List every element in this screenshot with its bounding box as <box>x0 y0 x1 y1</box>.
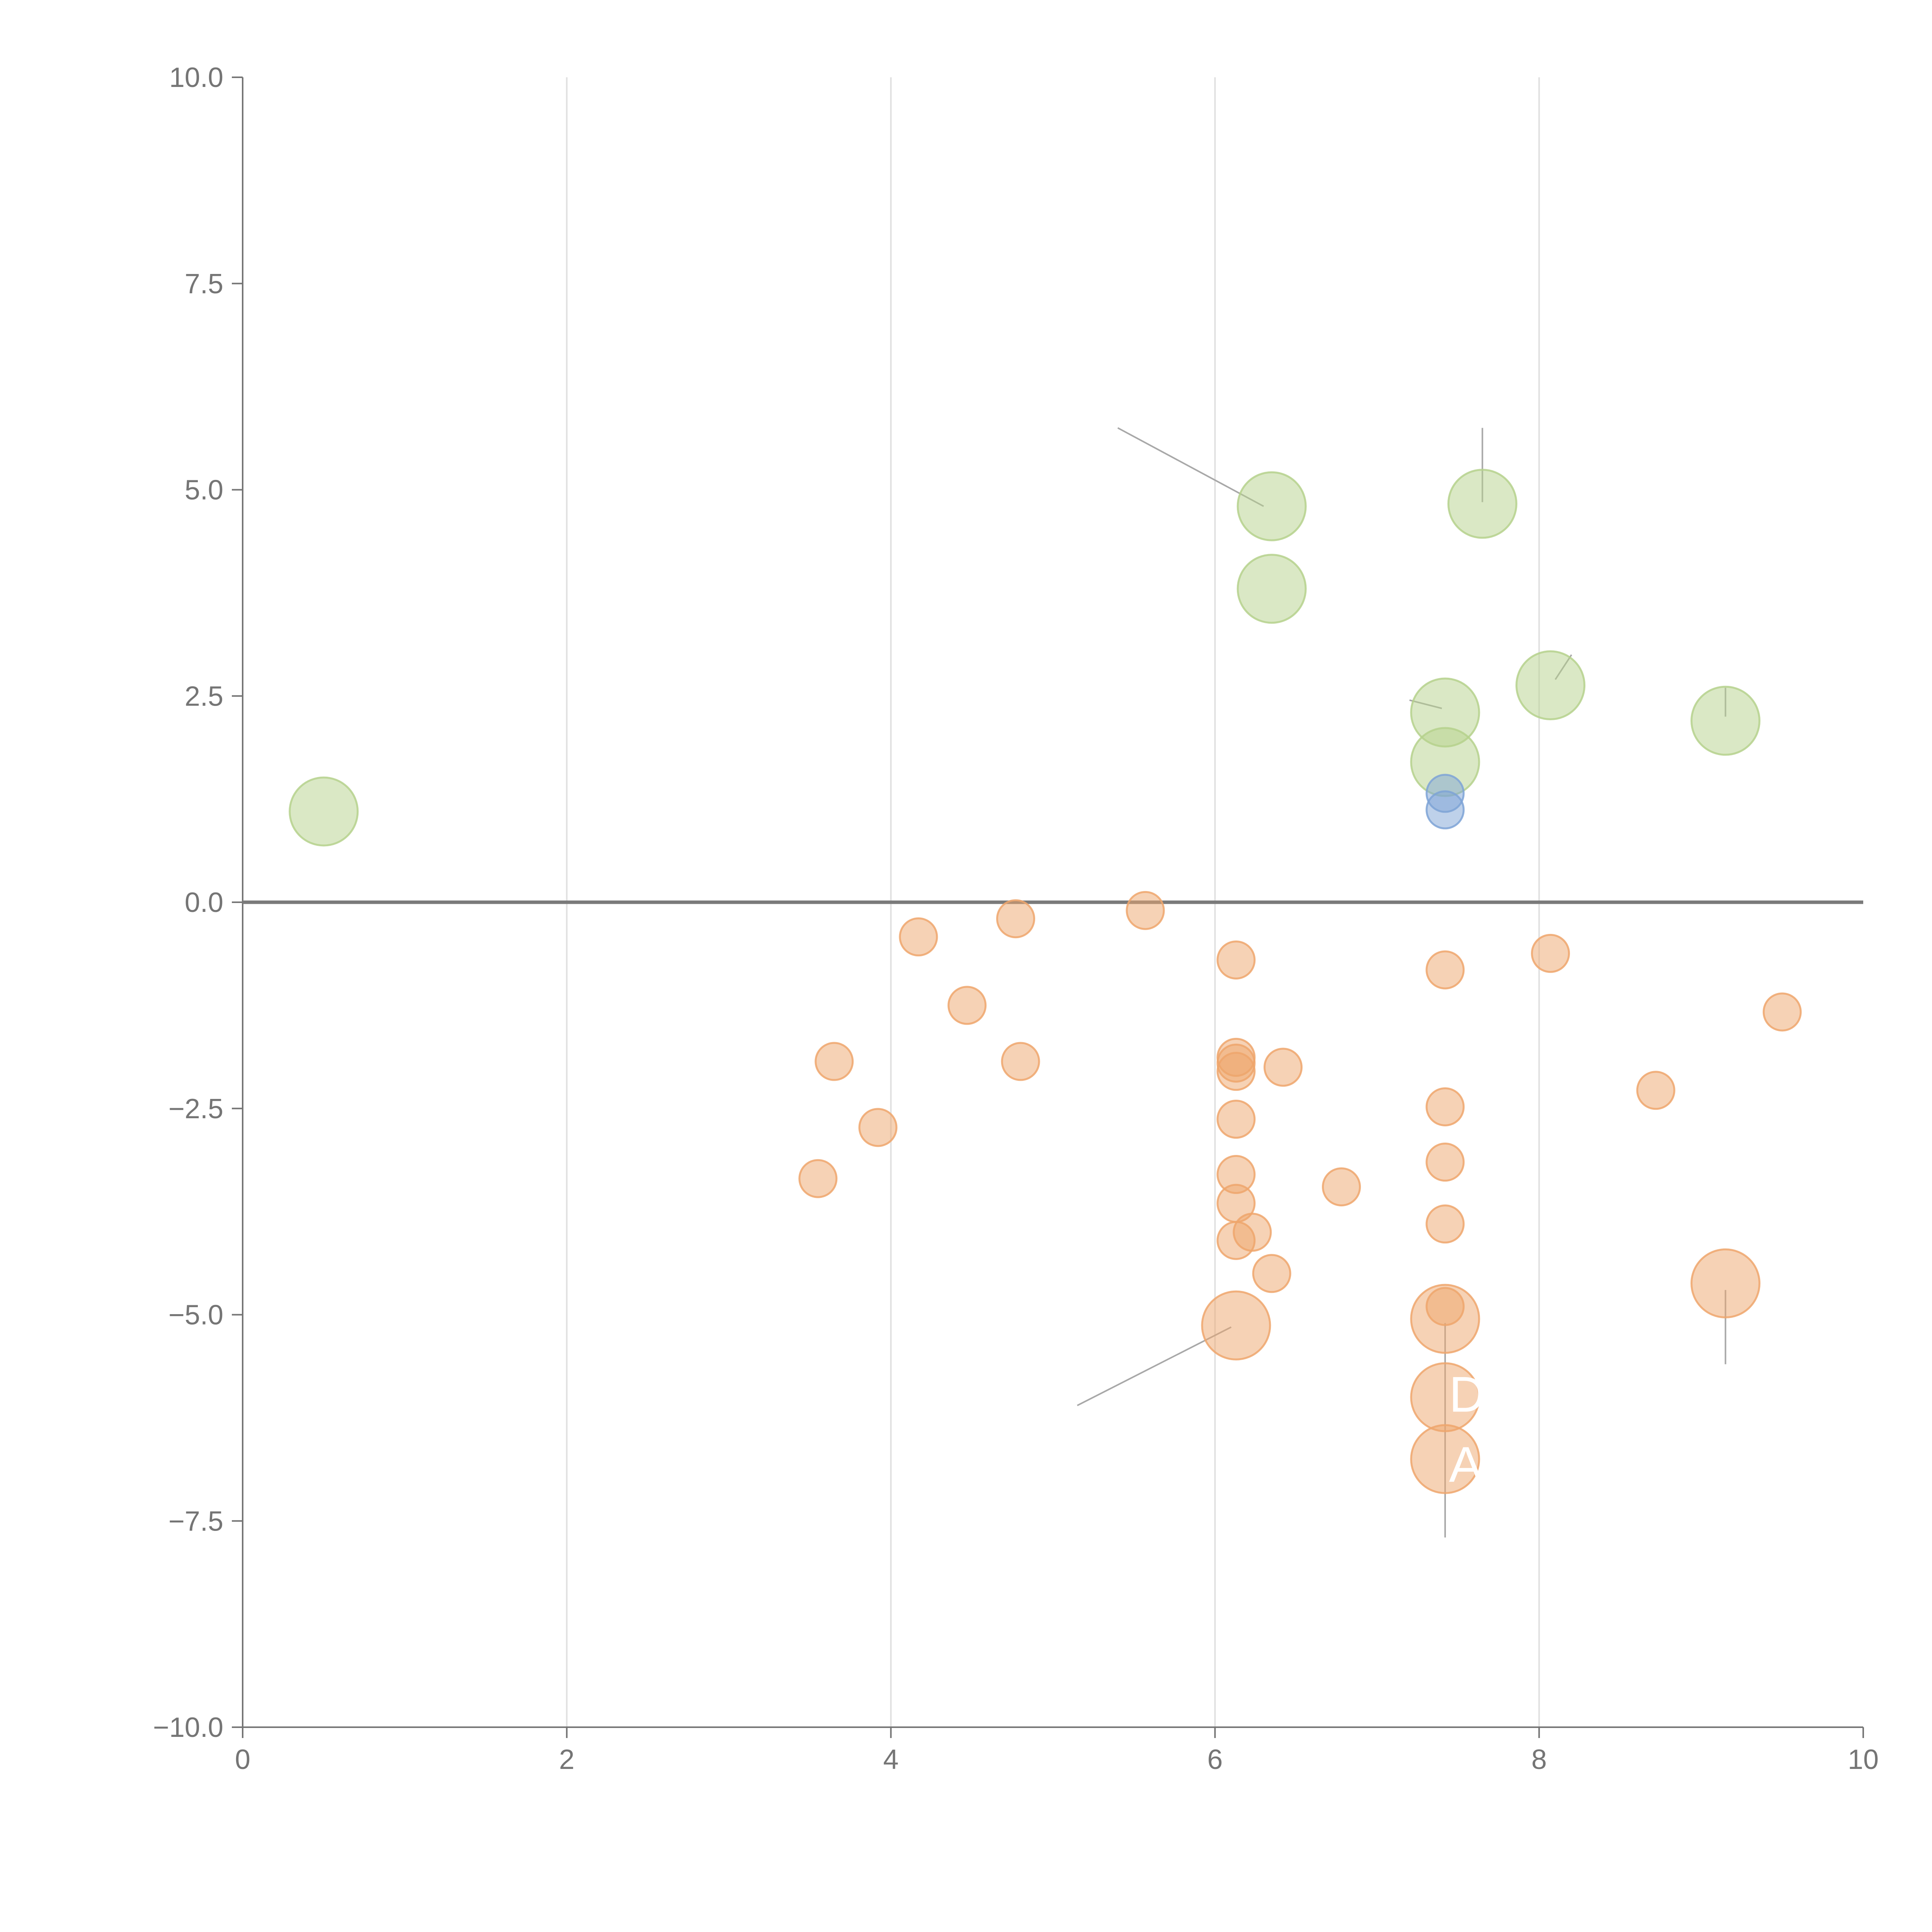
data-point-green <box>1515 650 1586 720</box>
data-point-orange <box>1233 1213 1272 1252</box>
data-point-orange <box>798 1159 838 1198</box>
y-tick-label: −5.0 <box>168 1300 223 1331</box>
data-point-orange <box>1216 1100 1256 1139</box>
y-tick-label: 2.5 <box>185 681 223 712</box>
data-point-orange <box>1216 1052 1256 1091</box>
data-point-orange <box>1264 1048 1303 1087</box>
x-tick-label: 0 <box>235 1744 250 1775</box>
data-point-orange <box>947 986 987 1025</box>
leader-lines <box>1077 427 1726 1537</box>
x-tick-label: 6 <box>1207 1744 1223 1775</box>
point-annotation: A <box>1449 1436 1483 1493</box>
y-tick-label: 5.0 <box>185 475 223 506</box>
data-point-orange <box>1201 1290 1271 1361</box>
data-point-orange <box>1252 1254 1291 1293</box>
data-point-orange <box>1425 1087 1465 1126</box>
x-tick-label: 8 <box>1531 1744 1547 1775</box>
data-point-orange <box>1531 934 1570 973</box>
data-point-green <box>1447 469 1517 539</box>
y-tick-label: −7.5 <box>168 1506 223 1537</box>
y-tick-label: −10.0 <box>153 1712 223 1743</box>
data-point-orange <box>858 1108 898 1147</box>
y-tick-label: −2.5 <box>168 1094 223 1124</box>
y-tick-label: 0.0 <box>185 887 223 918</box>
data-point-green <box>1236 471 1307 541</box>
data-point-green <box>1236 554 1307 624</box>
data-point-orange <box>1762 992 1802 1032</box>
x-tick-label: 4 <box>883 1744 899 1775</box>
data-point-orange <box>1216 940 1256 980</box>
data-point-orange <box>1410 1284 1480 1354</box>
data-point-orange <box>1001 1042 1040 1081</box>
data-point-green <box>1690 685 1761 756</box>
annotations: DA <box>1449 1366 1485 1492</box>
data-point-green <box>289 776 359 847</box>
data-point-orange <box>815 1042 854 1081</box>
data-point-orange <box>996 899 1036 939</box>
data-point-orange <box>1425 1143 1465 1182</box>
x-tick-label: 2 <box>559 1744 575 1775</box>
x-tick-label: 10 <box>1848 1744 1879 1775</box>
data-point-orange <box>1322 1167 1361 1207</box>
data-point-orange <box>1425 1204 1465 1244</box>
data-point-orange <box>899 917 938 957</box>
y-tick-label: 10.0 <box>169 62 223 93</box>
data-point-orange <box>1126 891 1165 930</box>
data-points <box>289 469 1802 1494</box>
data-point-blue <box>1425 790 1465 830</box>
data-point-orange <box>1410 1424 1480 1494</box>
data-point-orange <box>1690 1248 1761 1318</box>
data-point-orange <box>1636 1071 1675 1110</box>
point-annotation: D <box>1449 1366 1485 1422</box>
y-tick-label: 7.5 <box>185 269 223 299</box>
data-point-orange <box>1425 950 1465 990</box>
axes-layer: 0 2 4 6 8 10 10.0 7.5 5.0 2.5 0.0 −2.5 −5.0 −7.5 −10.0 <box>153 62 1879 1775</box>
